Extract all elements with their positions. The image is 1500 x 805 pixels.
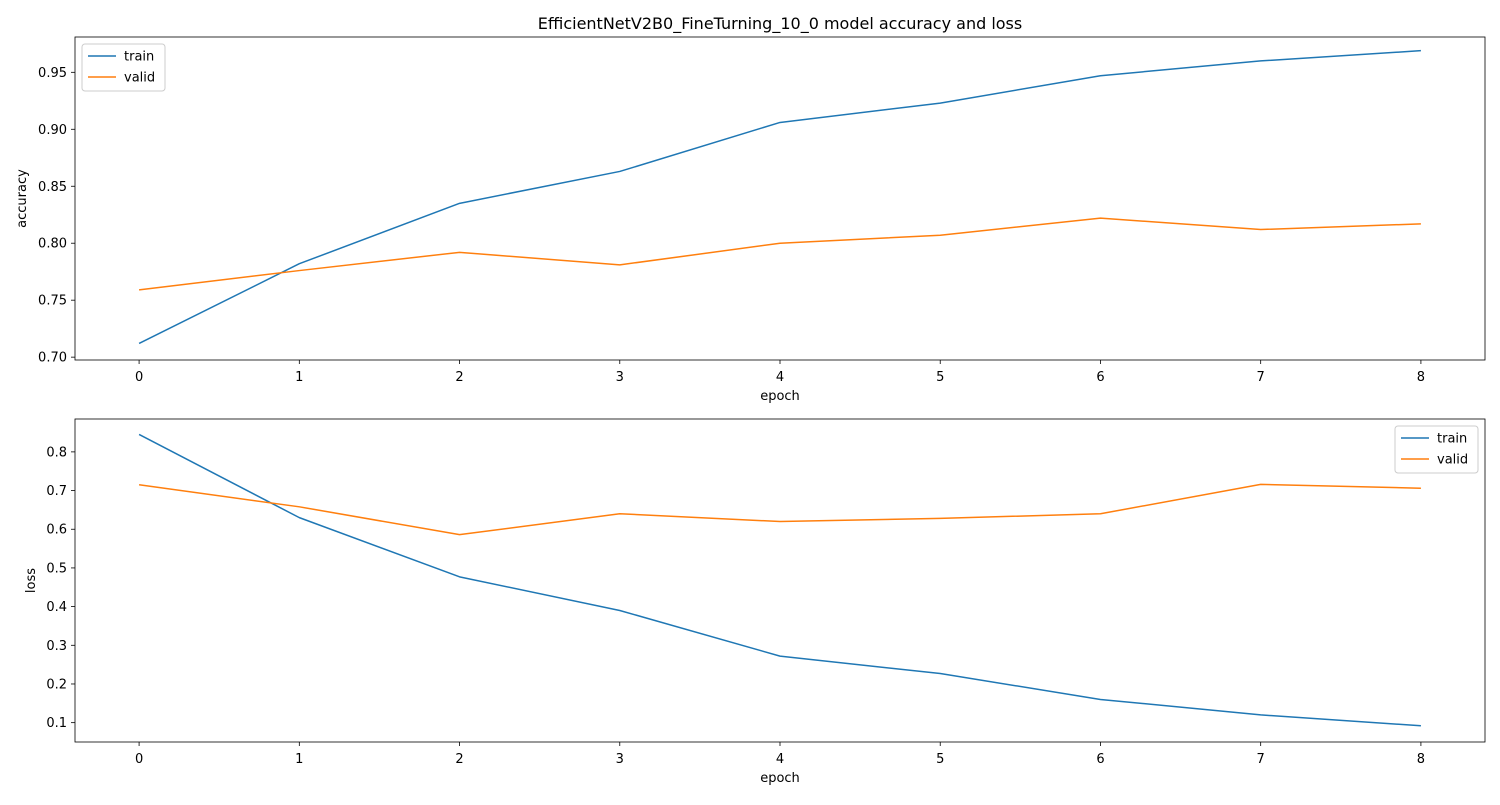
x-tick-label: 2 — [455, 370, 463, 385]
y-tick-label: 0.8 — [46, 445, 67, 460]
y-tick-label: 0.85 — [38, 180, 67, 195]
y-axis-label: loss — [24, 568, 39, 593]
y-tick-label: 0.6 — [46, 523, 67, 538]
x-tick-label: 5 — [936, 370, 944, 385]
y-tick-label: 0.4 — [46, 600, 67, 615]
y-tick-label: 0.90 — [38, 123, 67, 138]
y-axis-label: accuracy — [15, 169, 30, 228]
x-tick-label: 7 — [1257, 752, 1265, 767]
accuracy-plot: 0 1 2 3 4 5 6 7 8 0.70 0.75 0.80 0.85 0.90 0.95 epoch ac… — [15, 36, 1486, 404]
y-tick-label: 0.3 — [46, 639, 67, 654]
series-line-train — [138, 433, 1421, 727]
x-tick-label: 6 — [1096, 370, 1104, 385]
x-tick-label: 1 — [295, 370, 303, 385]
x-tick-label: 0 — [135, 370, 143, 385]
legend-label-train: train — [124, 50, 154, 65]
x-axis-label: epoch — [760, 771, 800, 786]
y-tick-label: 0.1 — [46, 716, 67, 731]
x-tick-label: 3 — [616, 370, 624, 385]
x-tick-label: 1 — [295, 752, 303, 767]
legend-label-valid: valid — [124, 71, 155, 86]
x-tick-label: 4 — [776, 370, 784, 385]
y-tick-label: 0.70 — [38, 351, 67, 366]
y-tick-label: 0.7 — [46, 484, 67, 499]
x-tick-label: 7 — [1257, 370, 1265, 385]
legend: train valid — [1394, 425, 1479, 474]
y-tick-label: 0.5 — [46, 561, 67, 576]
series-line-train — [138, 49, 1421, 345]
legend-label-valid: valid — [1437, 453, 1468, 468]
x-tick-label: 4 — [776, 752, 784, 767]
loss-plot: 0 1 2 3 4 5 6 7 8 0.1 0.2 0.3 0.4 0.5 0.6 0.7 0.8 epoch lo… — [24, 418, 1486, 786]
y-tick-label: 0.75 — [38, 294, 67, 309]
y-tick-label: 0.95 — [38, 66, 67, 81]
x-tick-label: 6 — [1096, 752, 1104, 767]
legend: train valid — [81, 43, 166, 92]
series-line-valid — [138, 483, 1421, 536]
x-axis-label: epoch — [760, 389, 800, 404]
series-line-valid — [138, 217, 1421, 291]
legend-label-train: train — [1437, 432, 1467, 447]
x-tick-label: 8 — [1417, 370, 1425, 385]
y-tick-label: 0.80 — [38, 237, 67, 252]
y-tick-label: 0.2 — [46, 677, 67, 692]
x-tick-label: 8 — [1417, 752, 1425, 767]
x-tick-label: 2 — [455, 752, 463, 767]
x-tick-label: 3 — [616, 752, 624, 767]
x-tick-label: 0 — [135, 752, 143, 767]
figure-title: EfficientNetV2B0_FineTurning_10_0 model … — [538, 14, 1022, 34]
x-tick-label: 5 — [936, 752, 944, 767]
